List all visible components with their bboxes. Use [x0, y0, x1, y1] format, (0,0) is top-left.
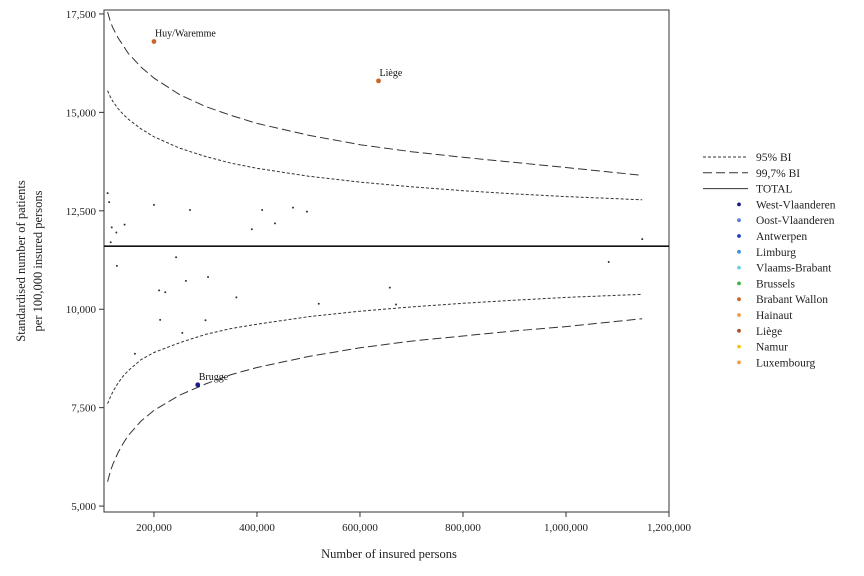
data-point	[250, 228, 253, 231]
data-point	[159, 318, 162, 321]
legend-marker-brabant-wallon	[737, 297, 741, 302]
legend-marker-li-ge	[737, 328, 741, 333]
data-point	[181, 331, 184, 334]
legend-label-li-ge: Liège	[756, 326, 782, 338]
data-point	[164, 291, 167, 294]
point-label-li-ge: Liège	[380, 68, 403, 79]
legend-label-limburg: Limburg	[756, 247, 796, 259]
x-axis-title: Number of insured persons	[321, 547, 457, 561]
data-point	[115, 231, 118, 234]
legend: 95% BI 99,7% BI TOTAL West-Vlaanderen Oost-V…	[703, 152, 836, 369]
legend-label-vlaams-brabant: Vlaams-Brabant	[756, 263, 832, 275]
data-point	[395, 303, 398, 306]
legend-label-oost-vlaanderen: Oost-Vlaanderen	[756, 215, 835, 227]
legend-label-antwerpen: Antwerpen	[756, 231, 807, 243]
legend-label-west-vlaanderen: West-Vlaanderen	[756, 199, 836, 211]
data-point	[152, 203, 155, 206]
data-point	[123, 223, 126, 226]
data-point	[158, 289, 161, 292]
x-axis: 200,000 400,000 600,000 800,000 1,000,000 1,2…	[136, 512, 692, 534]
data-point	[115, 264, 118, 267]
legend-label-hainaut: Hainaut	[756, 310, 793, 322]
data-point	[607, 260, 610, 263]
data-point	[184, 279, 187, 282]
legend-marker-hainaut	[737, 313, 741, 317]
data-point	[388, 286, 391, 289]
upper-997-limit-line	[107, 11, 643, 176]
data-point	[110, 226, 113, 229]
legend-marker-limburg	[737, 249, 741, 254]
data-point	[108, 201, 111, 204]
point-label-brugge: Brugge	[199, 372, 229, 383]
data-point	[641, 238, 644, 241]
y-tick-label: 7,500	[71, 403, 96, 415]
legend-marker-namur	[737, 344, 741, 349]
legend-marker-brussels	[737, 281, 741, 286]
data-point	[273, 222, 276, 225]
data-point	[305, 210, 308, 213]
legend-marker-antwerpen	[737, 234, 741, 238]
y-tick-label: 15,000	[66, 107, 97, 119]
x-tick-label: 400,000	[239, 522, 275, 534]
y-axis-title-line1: Standardised number of patients	[14, 180, 28, 342]
x-tick-label: 600,000	[342, 522, 378, 534]
y-axis-title-line2: per 100,000 insured persons	[31, 190, 45, 331]
legend-label-luxembourg: Luxembourg	[756, 357, 815, 369]
data-point	[261, 209, 264, 212]
legend-marker-west-vlaanderen	[737, 202, 741, 207]
highlighted-point-brugge	[195, 382, 201, 388]
data-point	[204, 319, 207, 322]
data-point	[189, 209, 192, 212]
data-point	[109, 241, 112, 244]
data-point	[292, 206, 295, 209]
legend-marker-luxembourg	[737, 360, 741, 365]
y-tick-label: 10,000	[66, 304, 97, 316]
lower-997-limit-line	[107, 318, 643, 482]
highlighted-point-li-ge	[376, 78, 381, 84]
data-points: Huy/Waremme Liège Brugge	[106, 28, 644, 388]
data-point	[133, 352, 136, 355]
y-tick-label: 12,500	[66, 206, 97, 218]
y-axis: 5,000 7,500 10,000 12,500 15,000 17,500	[66, 9, 104, 513]
data-point	[207, 275, 210, 278]
data-point	[175, 256, 178, 259]
lower-95-limit-line	[107, 293, 643, 404]
confidence-curves	[104, 11, 669, 482]
y-tick-label: 17,500	[66, 9, 97, 21]
upper-95-limit-line	[107, 90, 643, 201]
x-tick-label: 800,000	[445, 522, 481, 534]
legend-label-99-7-bi: 99,7% BI	[756, 168, 800, 180]
legend-label-brussels: Brussels	[756, 278, 796, 290]
data-point	[106, 192, 109, 195]
legend-marker-vlaams-brabant	[737, 265, 741, 270]
x-tick-label: 1,000,000	[544, 522, 589, 534]
highlighted-point-huy-waremme	[151, 39, 157, 44]
legend-marker-oost-vlaanderen	[737, 218, 741, 223]
legend-label-namur: Namur	[756, 342, 788, 354]
legend-label-brabant-wallon: Brabant Wallon	[756, 294, 828, 306]
y-tick-label: 5,000	[71, 501, 96, 513]
legend-label-total: TOTAL	[756, 184, 793, 196]
x-tick-label: 1,200,000	[647, 522, 692, 534]
x-tick-label: 200,000	[136, 522, 172, 534]
legend-label-95-bi: 95% BI	[756, 152, 792, 164]
data-point	[235, 296, 238, 299]
plot-frame	[103, 9, 670, 513]
data-point	[317, 302, 320, 305]
point-label-huy-waremme: Huy/Waremme	[155, 28, 216, 39]
